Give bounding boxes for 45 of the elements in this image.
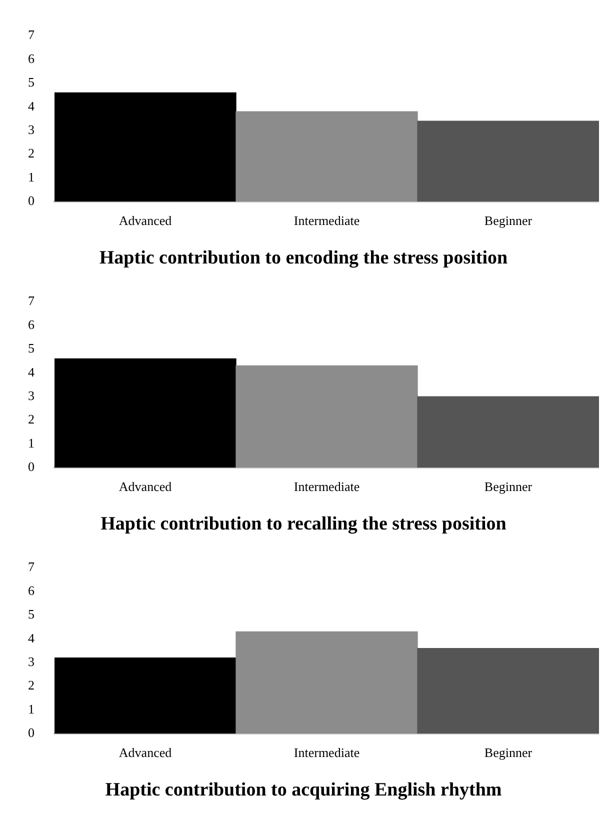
y-tick-label: 5 — [28, 340, 34, 356]
y-tick-label: 5 — [28, 606, 34, 622]
bar — [417, 120, 599, 202]
x-tick-label: Advanced — [118, 478, 172, 494]
bar — [236, 365, 418, 468]
y-tick-label: 4 — [28, 630, 35, 646]
x-tick-label: Advanced — [118, 212, 172, 228]
x-tick-label: Intermediate — [294, 212, 360, 228]
y-tick-label: 3 — [28, 122, 34, 137]
x-tick-label: Beginner — [484, 744, 533, 760]
y-tick-label: 1 — [28, 435, 34, 450]
y-tick-label: 5 — [28, 74, 34, 90]
x-tick-label: Beginner — [484, 212, 533, 228]
y-tick-label: 1 — [28, 701, 34, 716]
y-tick-label: 3 — [28, 654, 34, 669]
y-tick-label: 6 — [28, 316, 35, 332]
y-tick-label: 3 — [28, 388, 34, 403]
y-tick-label: 2 — [28, 146, 34, 161]
y-tick-label: 6 — [28, 582, 35, 598]
y-tick-label: 0 — [28, 459, 34, 474]
text: Haptic contribution to encoding the stress position — [99, 248, 508, 269]
y-tick-label: 4 — [28, 364, 35, 380]
bar — [236, 111, 418, 202]
x-tick-label: Intermediate — [294, 478, 360, 494]
bar — [417, 648, 599, 734]
text: Haptic contribution to acquiring English rhythm — [105, 780, 502, 801]
y-tick-label: 2 — [28, 412, 34, 427]
bar — [417, 396, 599, 468]
bar — [54, 657, 236, 734]
bar — [236, 631, 418, 734]
y-tick-label: 0 — [28, 725, 34, 740]
y-tick-label: 4 — [28, 98, 35, 114]
y-tick-label: 7 — [28, 293, 35, 308]
bar — [54, 358, 236, 468]
y-tick-label: 7 — [28, 27, 35, 42]
text: Haptic contribution to recalling the stress position — [100, 514, 507, 535]
y-tick-label: 2 — [28, 678, 34, 693]
x-tick-label: Beginner — [484, 478, 533, 494]
y-tick-label: 1 — [28, 169, 34, 184]
y-tick-label: 7 — [28, 559, 35, 574]
y-tick-label: 6 — [28, 50, 35, 66]
bar — [54, 92, 236, 202]
y-tick-label: 0 — [28, 193, 34, 208]
x-tick-label: Advanced — [118, 744, 172, 760]
x-tick-label: Intermediate — [294, 744, 360, 760]
